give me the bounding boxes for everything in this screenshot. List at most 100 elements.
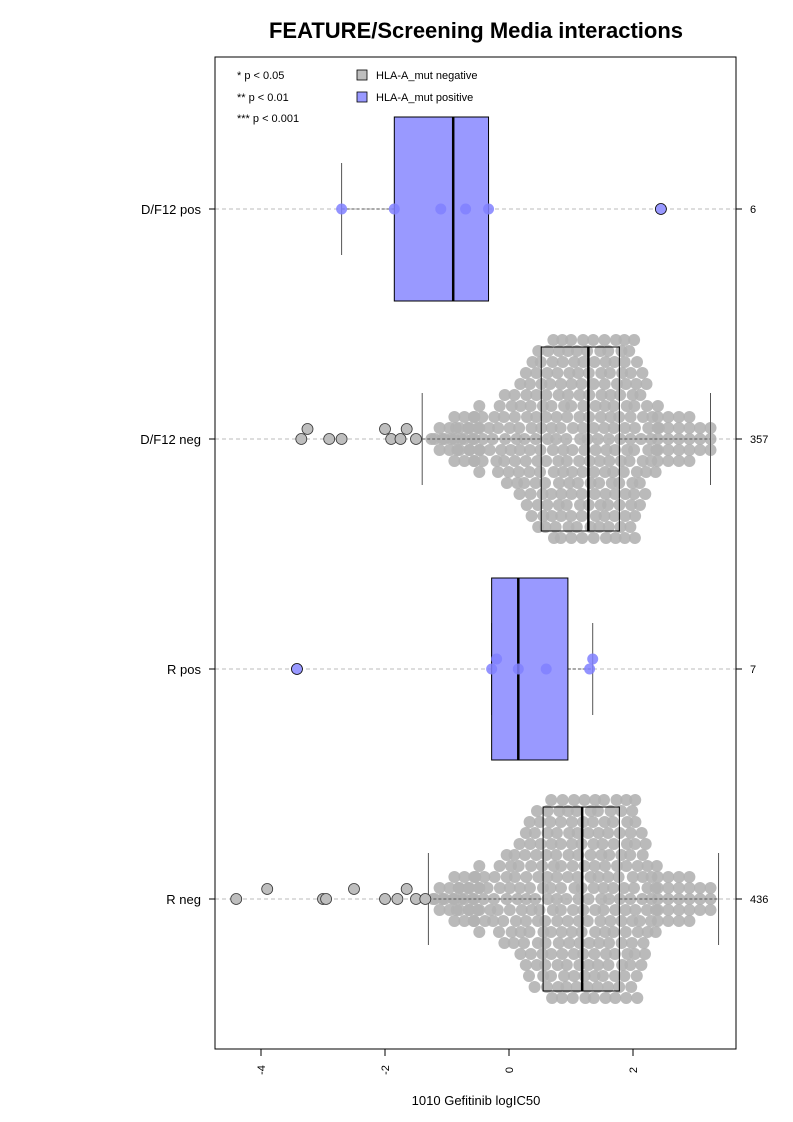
data-point — [443, 444, 456, 456]
data-point — [555, 860, 568, 872]
data-point — [609, 444, 622, 456]
data-point — [498, 937, 511, 949]
data-point — [636, 849, 649, 861]
data-point — [615, 849, 628, 861]
data-point — [530, 959, 543, 971]
data-point — [573, 455, 586, 467]
beeswarm-points — [215, 208, 736, 1004]
data-point — [560, 959, 573, 971]
data-point — [507, 937, 520, 949]
group-count: 6 — [750, 204, 756, 216]
sig-legend-3: *** p < 0.001 — [237, 113, 299, 125]
data-point — [443, 904, 456, 916]
data-point — [694, 882, 706, 894]
outlier-point — [261, 883, 274, 895]
data-point — [683, 915, 696, 927]
data-point — [610, 794, 623, 806]
data-point — [624, 367, 637, 379]
data-point — [582, 827, 595, 839]
data-point — [550, 893, 563, 905]
data-point — [611, 860, 623, 872]
outlier-point — [301, 423, 314, 435]
chart-title: FEATURE/Screening Media interactions — [269, 18, 683, 43]
data-point — [662, 882, 675, 894]
data-point — [433, 422, 446, 434]
data-point — [600, 444, 613, 456]
data-point — [599, 400, 611, 412]
data-point — [571, 477, 584, 489]
data-point — [577, 400, 590, 412]
data-point — [634, 499, 646, 511]
data-point — [553, 477, 565, 489]
data-point — [519, 959, 532, 971]
data-point — [615, 915, 628, 927]
data-point — [608, 356, 621, 368]
data-point — [587, 378, 600, 390]
data-point — [537, 510, 550, 522]
data-point — [629, 838, 641, 850]
data-point — [453, 904, 466, 916]
data-point — [453, 422, 466, 434]
data-point — [612, 871, 625, 883]
data-point — [486, 663, 498, 675]
data-point — [582, 893, 595, 905]
data-point — [453, 882, 466, 894]
data-point — [555, 926, 568, 938]
data-point — [599, 948, 612, 960]
data-point — [593, 937, 606, 949]
data-point — [565, 400, 578, 412]
data-point — [546, 992, 559, 1004]
data-point — [555, 992, 568, 1004]
data-point — [631, 860, 644, 872]
data-point — [513, 444, 526, 456]
data-point — [448, 871, 461, 883]
data-point — [609, 970, 621, 982]
data-point — [589, 794, 602, 806]
data-point — [630, 466, 643, 478]
data-point — [626, 871, 639, 883]
data-point — [620, 860, 633, 872]
data-point — [588, 356, 601, 368]
outlier-point — [394, 433, 407, 445]
data-point — [553, 805, 566, 817]
data-point — [602, 499, 615, 511]
data-point — [672, 915, 685, 927]
data-point — [336, 203, 348, 215]
data-point — [493, 400, 506, 412]
data-point — [520, 499, 533, 511]
data-point — [520, 915, 532, 927]
data-point — [672, 433, 685, 445]
data-point — [589, 904, 602, 916]
data-point — [560, 433, 573, 445]
data-point — [562, 345, 575, 357]
outlier-point — [348, 883, 360, 895]
data-point — [473, 882, 486, 894]
data-point — [561, 805, 574, 817]
data-point — [633, 915, 646, 927]
outlier-point — [379, 423, 391, 435]
data-point — [570, 805, 583, 817]
data-point — [630, 970, 643, 982]
data-point — [672, 444, 685, 456]
data-point — [519, 367, 532, 379]
data-point — [629, 904, 642, 916]
data-point — [540, 389, 553, 401]
data-point — [541, 433, 554, 445]
data-point — [561, 411, 574, 423]
data-point — [518, 937, 530, 949]
data-point — [473, 466, 486, 478]
data-point — [651, 444, 664, 456]
data-point — [567, 422, 579, 434]
data-point — [563, 477, 576, 489]
data-point — [619, 926, 632, 938]
data-point — [602, 893, 615, 905]
data-point — [536, 860, 549, 872]
data-point — [662, 871, 675, 883]
data-point — [628, 400, 641, 412]
data-point — [545, 926, 557, 938]
data-point — [540, 455, 553, 467]
data-point — [553, 345, 565, 357]
data-point — [662, 444, 675, 456]
data-point — [571, 871, 584, 883]
